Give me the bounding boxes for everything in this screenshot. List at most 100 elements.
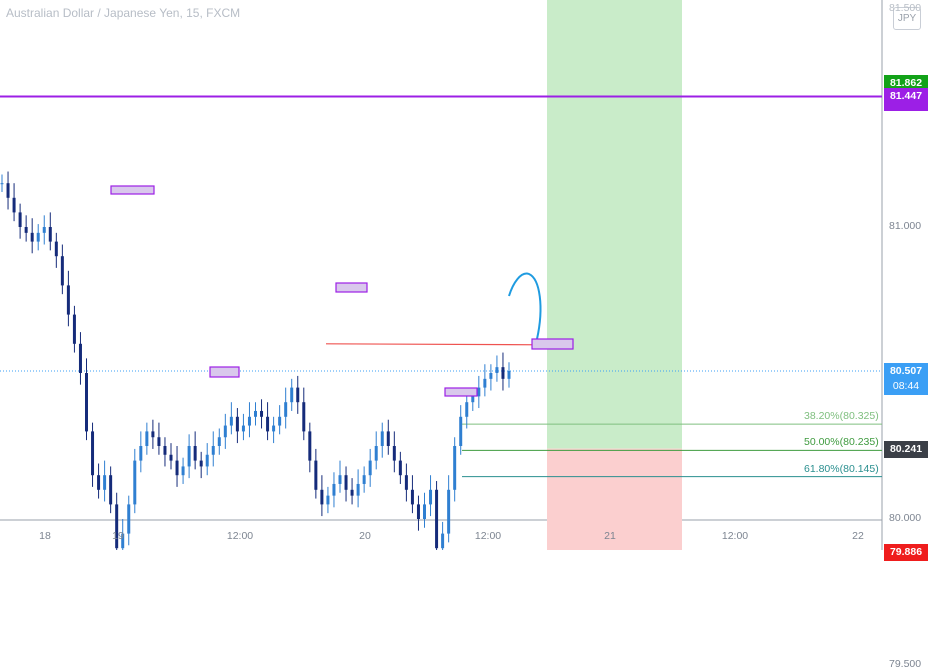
candle-body — [416, 504, 420, 519]
candle-body — [145, 431, 149, 446]
candle-body — [0, 183, 4, 185]
candle-body — [441, 533, 445, 549]
interval-label: 15 — [186, 6, 200, 20]
highlight-box-5 — [531, 338, 574, 350]
candle-body — [284, 402, 288, 417]
candle-body — [386, 431, 390, 446]
candle-body — [302, 402, 306, 432]
candle-body — [223, 425, 227, 438]
candle-body — [211, 446, 215, 455]
candle-body — [24, 227, 28, 233]
candle-body — [109, 475, 113, 505]
candle-body — [314, 460, 318, 490]
candle-body — [151, 431, 155, 438]
candle-body — [368, 460, 372, 476]
candle-body — [66, 285, 70, 315]
candle-body — [477, 387, 481, 397]
price-badge-3: 81.447 — [884, 88, 928, 106]
x-tick-label: 22 — [852, 530, 864, 542]
chart-title: Australian Dollar / Japanese Yen, 15, FX… — [6, 6, 241, 20]
candle-series — [0, 171, 511, 550]
candle-body — [507, 370, 511, 379]
candle-body — [471, 396, 475, 403]
x-tick-label: 12:00 — [474, 530, 502, 542]
candle-body — [356, 483, 360, 496]
candle-body — [30, 232, 34, 242]
loss-zone — [547, 448, 682, 550]
candle-body — [290, 387, 294, 403]
candle-body — [278, 416, 282, 426]
candle-body — [272, 425, 276, 432]
candle-body — [429, 489, 433, 505]
x-tick-label: 20 — [359, 530, 371, 542]
candle-body — [229, 416, 233, 426]
candle-body — [199, 460, 203, 467]
x-tick-label: 19 — [112, 530, 124, 542]
candle-body — [72, 314, 76, 344]
candle-body — [91, 431, 95, 476]
price-badge-1: 81.862 — [884, 75, 928, 92]
candle-body — [326, 495, 330, 505]
price-badge-5: 80.241 — [884, 440, 928, 458]
candle-body — [217, 437, 221, 446]
profit-zone — [547, 0, 682, 449]
candle-body — [398, 460, 402, 476]
highlight-box-4 — [444, 387, 478, 397]
candle-body — [133, 460, 137, 505]
candle-body — [459, 416, 463, 446]
symbol-name: Australian Dollar / Japanese Yen — [6, 6, 180, 20]
candle-body — [362, 475, 366, 484]
candle-body — [350, 489, 354, 496]
candle-body — [163, 446, 167, 455]
candle-body — [254, 410, 257, 417]
candle-body — [169, 454, 173, 461]
candle-body — [157, 437, 161, 446]
candle-body — [266, 416, 270, 432]
candle-body — [320, 489, 324, 505]
candle-body — [453, 446, 457, 490]
currency-button[interactable]: JPY — [893, 7, 921, 30]
fib-label-3: 61.80%(80.145) — [804, 462, 879, 475]
candle-body — [187, 446, 191, 467]
x-tick-label: 12:00 — [226, 530, 254, 542]
candle-body — [241, 425, 245, 432]
candle-body — [380, 431, 384, 446]
candle-body — [6, 183, 10, 198]
candle-body — [54, 241, 58, 257]
candle-body — [12, 197, 16, 213]
projection-arc — [508, 272, 542, 340]
candle-body — [121, 533, 125, 549]
fib-label-1: 38.20%(80.325) — [804, 410, 879, 423]
candle-body — [193, 446, 197, 461]
candle-body — [115, 504, 119, 549]
candle-body — [410, 489, 414, 505]
candle-body — [260, 410, 264, 417]
candle-body — [308, 431, 312, 461]
x-tick-label: 21 — [604, 530, 616, 542]
y-tick-label: 81.000 — [889, 220, 922, 232]
candle-body — [103, 475, 107, 490]
candle-body — [483, 378, 487, 388]
y-tick-label: 80.000 — [889, 512, 922, 524]
candle-body — [392, 446, 396, 461]
candle-body — [36, 232, 40, 242]
y-tick-label: 79.500 — [889, 658, 922, 670]
candle-body — [175, 460, 179, 476]
candle-body — [247, 416, 251, 426]
candle-body — [42, 227, 46, 233]
price-chart[interactable] — [0, 0, 932, 550]
x-tick-label: 18 — [39, 530, 51, 542]
candle-body — [332, 483, 336, 496]
highlight-box-3 — [335, 282, 368, 293]
exchange-label: FXCM — [206, 6, 241, 20]
resistance-line — [325, 343, 542, 346]
candle-body — [374, 446, 378, 461]
candle-body — [423, 504, 426, 519]
candle-body — [338, 475, 342, 484]
candle-body — [235, 416, 239, 432]
candle-body — [495, 367, 499, 373]
candle-body — [85, 373, 88, 432]
candle-body — [181, 466, 185, 476]
highlight-box-2 — [209, 366, 240, 378]
